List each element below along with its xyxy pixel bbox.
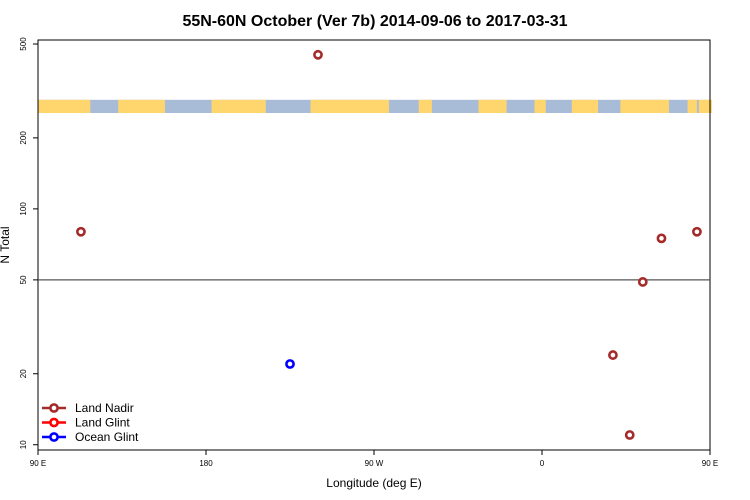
y-tick-label: 500 xyxy=(19,37,28,51)
x-axis: 90 E 180 90 W 0 90 E xyxy=(30,450,718,468)
map-land xyxy=(150,99,165,113)
map-land xyxy=(418,99,432,113)
data-point xyxy=(313,49,323,60)
y-tick-label: 100 xyxy=(19,202,28,216)
x-axis-label: Longitude (deg E) xyxy=(326,476,421,490)
data-point xyxy=(637,277,648,287)
x-tick-label: 90 W xyxy=(365,459,384,468)
x-tick-label: 0 xyxy=(540,459,545,468)
map-land xyxy=(478,99,507,113)
x-tick-label: 90 E xyxy=(702,459,718,468)
legend-marker xyxy=(49,432,59,442)
legend-label: Land Nadir xyxy=(75,401,134,415)
map-land xyxy=(38,99,91,113)
map-land xyxy=(687,99,697,113)
data-point xyxy=(656,233,667,244)
data-point xyxy=(692,226,702,237)
map-land xyxy=(620,99,669,113)
map-land xyxy=(698,99,712,113)
y-tick-label: 50 xyxy=(19,275,28,284)
map-land xyxy=(534,99,546,113)
data-points xyxy=(76,49,702,440)
map-land xyxy=(571,99,598,113)
legend-marker xyxy=(49,417,59,428)
map-land xyxy=(211,99,266,113)
map-land xyxy=(118,99,150,113)
map-land xyxy=(310,99,389,113)
data-point xyxy=(608,350,618,360)
y-tick-label: 20 xyxy=(19,369,28,378)
x-tick-label: 90 E xyxy=(30,459,46,468)
legend-marker xyxy=(49,403,59,413)
world-map-band xyxy=(38,99,712,113)
y-axis: 10 20 50 100 200 500 xyxy=(19,37,38,449)
chart-title: 55N-60N October (Ver 7b) 2014-09-06 to 2… xyxy=(182,13,567,30)
data-point xyxy=(624,430,635,440)
legend-label: Land Glint xyxy=(75,416,130,430)
data-point xyxy=(76,226,86,237)
y-tick-label: 200 xyxy=(19,131,28,145)
y-axis-label: N Total xyxy=(0,226,12,263)
x-tick-label: 180 xyxy=(199,459,213,468)
legend-label: Ocean Glint xyxy=(75,430,139,444)
data-point xyxy=(285,359,295,369)
y-tick-label: 10 xyxy=(19,440,28,449)
